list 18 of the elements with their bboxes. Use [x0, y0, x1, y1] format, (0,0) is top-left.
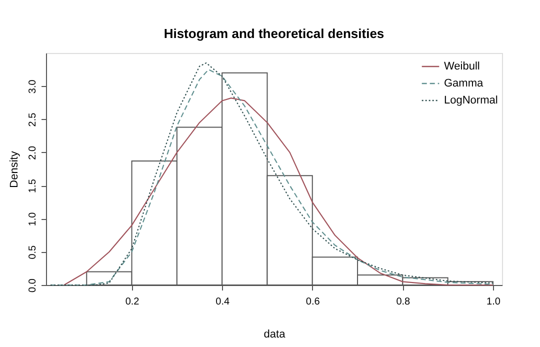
legend-label: Weibull — [444, 60, 480, 72]
x-tick-label: 1.0 — [486, 296, 501, 308]
y-tick-label: 1.5 — [28, 178, 38, 194]
y-tick-label: 2.0 — [28, 146, 38, 160]
x-tick-label: 0.6 — [306, 296, 320, 308]
x-tick-label: 0.8 — [396, 296, 411, 308]
x-tick-label: 0.2 — [125, 296, 140, 308]
y-axis-title: Density — [8, 150, 20, 188]
y-tick-label: 2.5 — [28, 112, 38, 127]
x-axis-title: data — [264, 328, 286, 340]
chart-title: Histogram and theoretical densities — [164, 26, 384, 41]
y-tick-label: 0.5 — [28, 244, 38, 260]
y-tick-label: 0.0 — [28, 278, 38, 292]
x-tick-label: 0.4 — [216, 296, 230, 308]
y-tick-label: 1.0 — [28, 212, 38, 226]
legend-label: Gamma — [444, 78, 484, 90]
legend-label: LogNormal — [444, 94, 498, 106]
y-tick-label: 3.0 — [28, 79, 38, 94]
